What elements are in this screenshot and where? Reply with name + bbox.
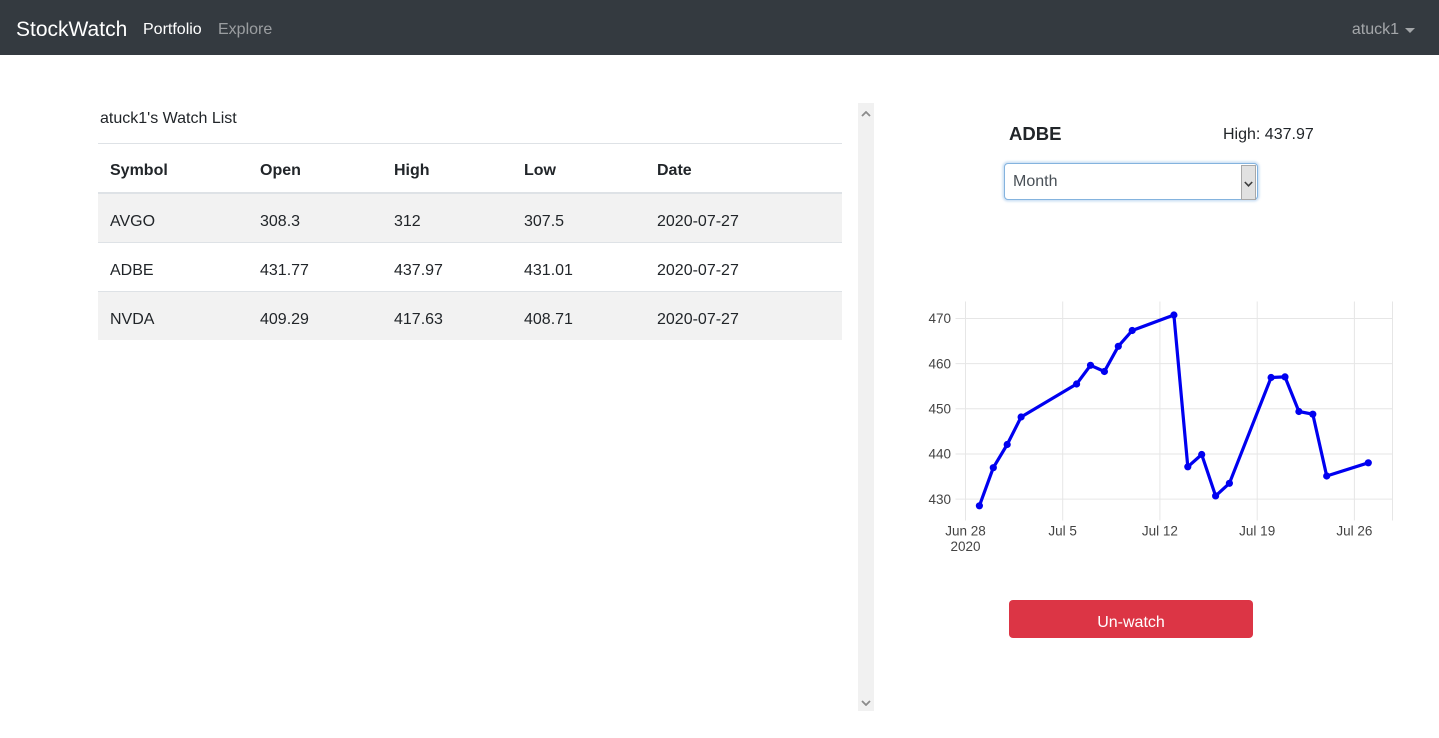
svg-text:450: 450 — [928, 402, 951, 417]
svg-text:2020: 2020 — [950, 539, 980, 554]
svg-text:430: 430 — [928, 492, 951, 507]
svg-text:460: 460 — [928, 356, 951, 371]
svg-text:Jul 5: Jul 5 — [1048, 524, 1077, 539]
svg-text:Jul 12: Jul 12 — [1142, 524, 1178, 539]
svg-text:470: 470 — [928, 311, 951, 326]
svg-text:440: 440 — [928, 447, 951, 462]
svg-text:Jun 28: Jun 28 — [945, 524, 986, 539]
svg-text:Jul 26: Jul 26 — [1336, 524, 1372, 539]
svg-text:Jul 19: Jul 19 — [1239, 524, 1275, 539]
